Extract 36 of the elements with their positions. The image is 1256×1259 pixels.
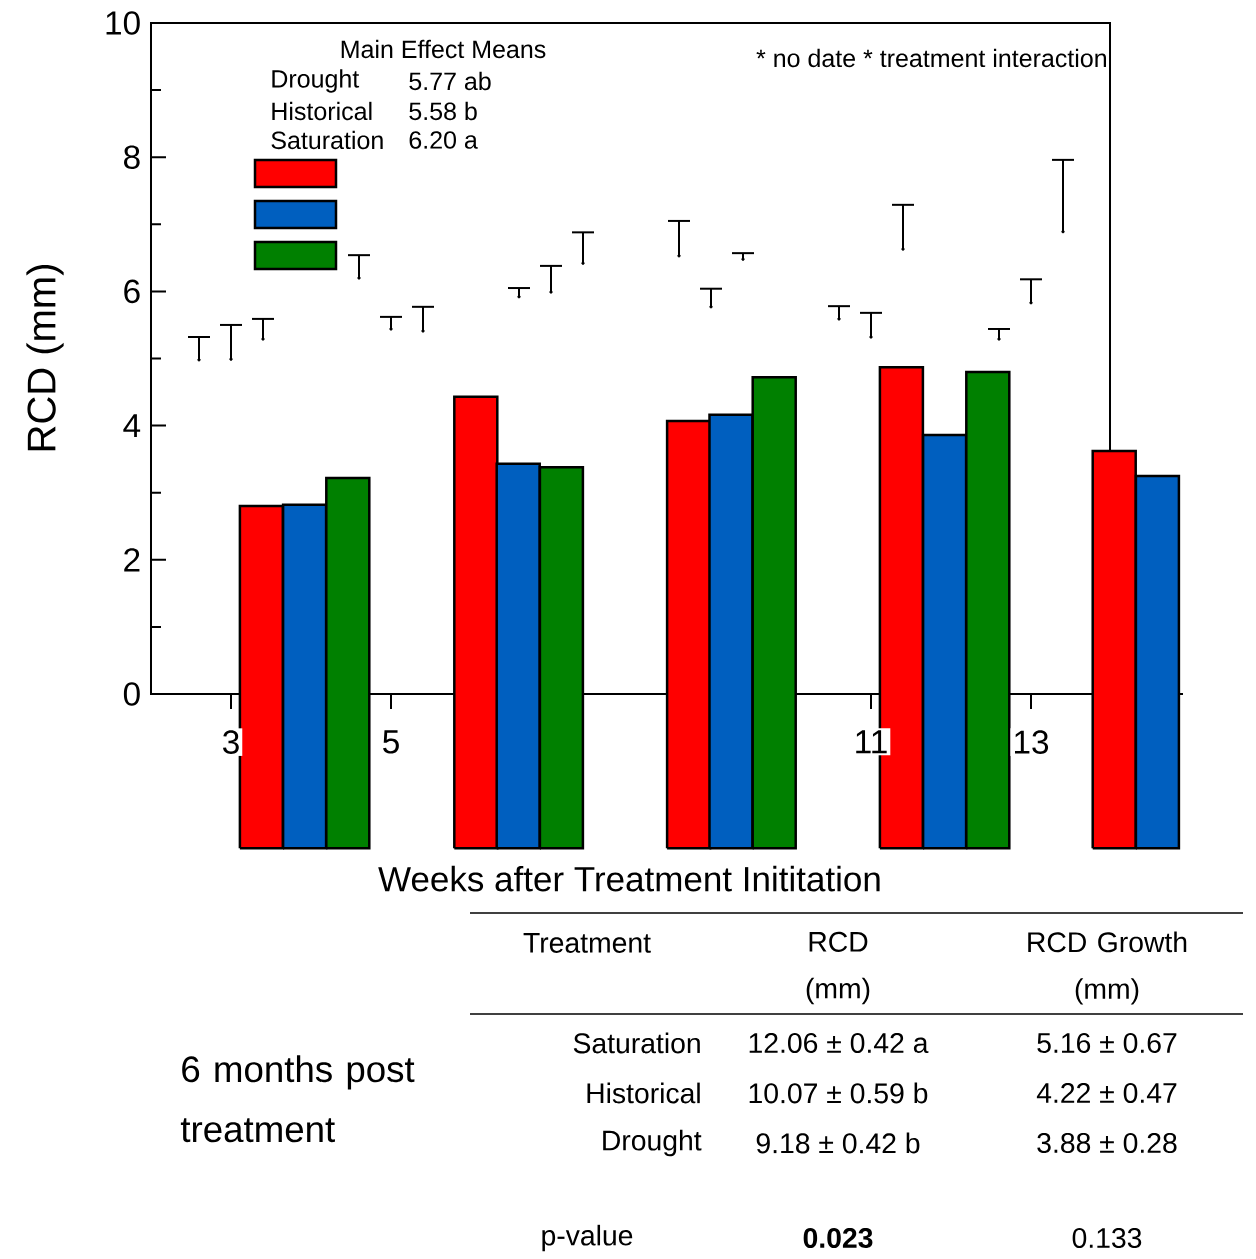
annotation: * no date * treatment interaction <box>756 48 1107 68</box>
text: 0.023 <box>803 1227 873 1249</box>
text: RCD Growth (mm) <box>1028 931 1187 1005</box>
x-tick-label: 13 <box>1015 730 1049 754</box>
x-tick-label: 3 <box>223 730 239 754</box>
text: 9.18 ± 0.42 b <box>756 1132 920 1154</box>
annotation: Saturation <box>271 130 383 150</box>
text: p-value <box>542 1224 633 1252</box>
y-tick-label: 8 <box>124 145 140 169</box>
annotation: 5.77 ab <box>409 71 491 91</box>
text: Treatment <box>523 933 651 953</box>
text: 4.22 ± 0.47 <box>1036 1082 1177 1104</box>
x-axis-title: Weeks after Treatment Inititation <box>378 865 880 892</box>
text: Saturation <box>573 1032 700 1054</box>
annotation: Drought <box>272 69 360 93</box>
y-tick-label: 0 <box>123 682 140 706</box>
x-tick-label: 11 <box>856 730 887 754</box>
text: 5.16 ± 0.67 <box>1037 1032 1177 1054</box>
y-axis-title: RCD (mm) <box>26 264 64 451</box>
y-tick-label: 2 <box>124 548 140 572</box>
annotation: 5.58 b <box>409 101 477 121</box>
y-tick-label: 10 <box>106 11 140 35</box>
text: 10.07 ± 0.59 b <box>749 1082 928 1104</box>
y-tick-label: 6 <box>124 279 140 304</box>
text: 12.06 ± 0.42 a <box>749 1032 929 1054</box>
text: 6 months post treatment <box>180 1055 415 1143</box>
text: RCD (mm) <box>806 931 870 1005</box>
annotation: 6.20 a <box>409 131 478 149</box>
text: 3.88 ± 0.28 <box>1037 1132 1177 1154</box>
text: 0.133 <box>1072 1227 1142 1249</box>
y-tick-label: 4 <box>123 414 141 438</box>
x-tick-label: 5 <box>383 730 399 754</box>
text: Historical <box>587 1082 700 1104</box>
annotation: Main Effect Means <box>341 39 546 59</box>
text: Drought <box>603 1129 702 1157</box>
annotation: Historical <box>272 101 372 121</box>
